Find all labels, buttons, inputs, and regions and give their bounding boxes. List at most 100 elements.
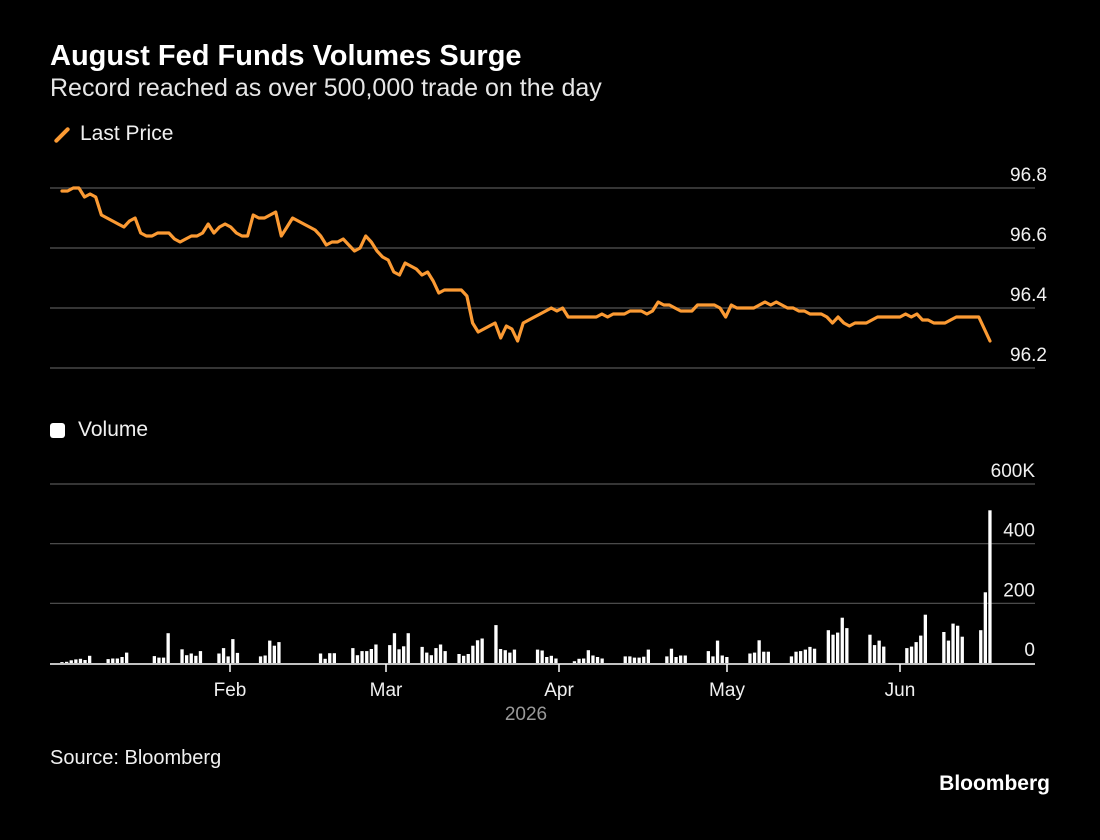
volume-bar: [508, 652, 512, 663]
volume-bar: [826, 630, 830, 663]
volume-bar: [799, 651, 803, 663]
volume-bar: [111, 658, 115, 663]
volume-tick-label: 0: [1024, 640, 1035, 661]
volume-bar: [979, 630, 983, 663]
volume-bar: [462, 655, 466, 663]
volume-bar: [180, 649, 184, 663]
volume-bar: [217, 653, 221, 663]
volume-bar: [942, 632, 946, 663]
volume-bar: [919, 635, 923, 663]
volume-bar: [914, 642, 918, 663]
volume-bar: [794, 651, 798, 663]
volume-bar: [406, 633, 410, 663]
volume-bar: [388, 645, 392, 663]
volume-bar: [221, 648, 226, 663]
volume-bar: [983, 592, 987, 663]
volume-bar: [397, 649, 401, 663]
price-tick-label: 96.8: [1010, 165, 1047, 186]
volume-bar: [683, 655, 687, 663]
volume-bar: [960, 636, 964, 663]
volume-bar: [946, 640, 951, 663]
volume-bar: [988, 510, 992, 663]
month-label: May: [709, 680, 745, 701]
volume-bar: [332, 653, 336, 663]
volume-bar: [166, 633, 170, 663]
volume-bar: [120, 657, 124, 663]
volume-bar: [365, 651, 369, 663]
volume-bar: [263, 655, 267, 663]
volume-bar: [65, 661, 69, 663]
volume-bar: [665, 656, 669, 663]
volume-bar: [402, 646, 406, 663]
volume-bar: [420, 646, 424, 663]
volume-bar: [189, 653, 193, 663]
volume-bar: [425, 652, 429, 663]
volume-bar: [125, 652, 129, 663]
volume-bar: [646, 649, 650, 663]
volume-tick-label: 600K: [991, 461, 1036, 482]
last-price-line: [60, 186, 992, 343]
volume-bar: [951, 623, 955, 663]
volume-bar: [762, 651, 766, 663]
legend-last-price-label: Last Price: [80, 122, 174, 145]
volume-bar: [595, 657, 600, 663]
volume-bar: [632, 657, 637, 663]
volume-tick-label: 400: [1003, 521, 1035, 542]
volume-bar: [74, 659, 78, 663]
volume-bar: [457, 654, 461, 663]
volume-bar: [591, 655, 595, 663]
volume-bar: [808, 646, 812, 663]
volume-bar: [443, 651, 447, 663]
volume-bar: [674, 657, 678, 663]
volume-bar: [494, 625, 498, 663]
volume-bar: [161, 657, 166, 663]
volume-bar: [789, 656, 794, 663]
volume-bar: [512, 649, 517, 663]
volume-bar: [535, 649, 540, 663]
volume-bar: [766, 651, 770, 663]
volume-bar: [706, 651, 710, 663]
volume-bar: [475, 640, 480, 663]
volume-bar: [752, 652, 757, 663]
volume-bar: [711, 656, 715, 663]
chart-subtitle: Record reached as over 500,000 trade on …: [50, 74, 602, 102]
volume-bar: [88, 655, 92, 663]
volume-bar: [152, 656, 156, 663]
volume-bar: [318, 653, 323, 663]
month-label: Mar: [370, 680, 403, 701]
chart-title: August Fed Funds Volumes Surge: [50, 40, 522, 72]
volume-bar: [836, 632, 840, 663]
volume-bar: [669, 648, 674, 663]
volume-bar: [258, 656, 263, 663]
volume-bar: [272, 645, 276, 663]
volume-bar: [231, 639, 235, 663]
year-label: 2026: [505, 704, 547, 725]
volume-bar: [757, 640, 761, 663]
volume-bar: [572, 661, 577, 663]
volume-bar: [554, 658, 558, 663]
volume-bar: [623, 656, 627, 663]
volume-bar: [434, 648, 438, 663]
volume-bar: [360, 651, 364, 663]
volume-bar: [872, 645, 877, 663]
volume-bar: [642, 656, 646, 663]
volume-bar: [586, 650, 590, 663]
volume-bar: [715, 640, 720, 663]
legend-volume-label: Volume: [78, 418, 149, 441]
volume-bar: [503, 650, 507, 663]
volume-bar: [577, 658, 581, 663]
volume-bar: [812, 648, 817, 663]
volume-bar: [277, 642, 281, 663]
volume-bar: [466, 654, 470, 663]
volume-bar: [628, 656, 632, 663]
volume-bar: [328, 653, 332, 663]
volume-bar: [549, 655, 553, 663]
volume-bar: [83, 660, 87, 663]
price-tick-label: 96.2: [1010, 345, 1047, 366]
bloomberg-logo: Bloomberg: [939, 772, 1050, 795]
volume-bar: [909, 646, 914, 663]
volume-bar: [877, 640, 881, 663]
volume-bar: [323, 658, 327, 663]
volume-bar: [480, 638, 484, 663]
volume-bar: [60, 662, 64, 663]
